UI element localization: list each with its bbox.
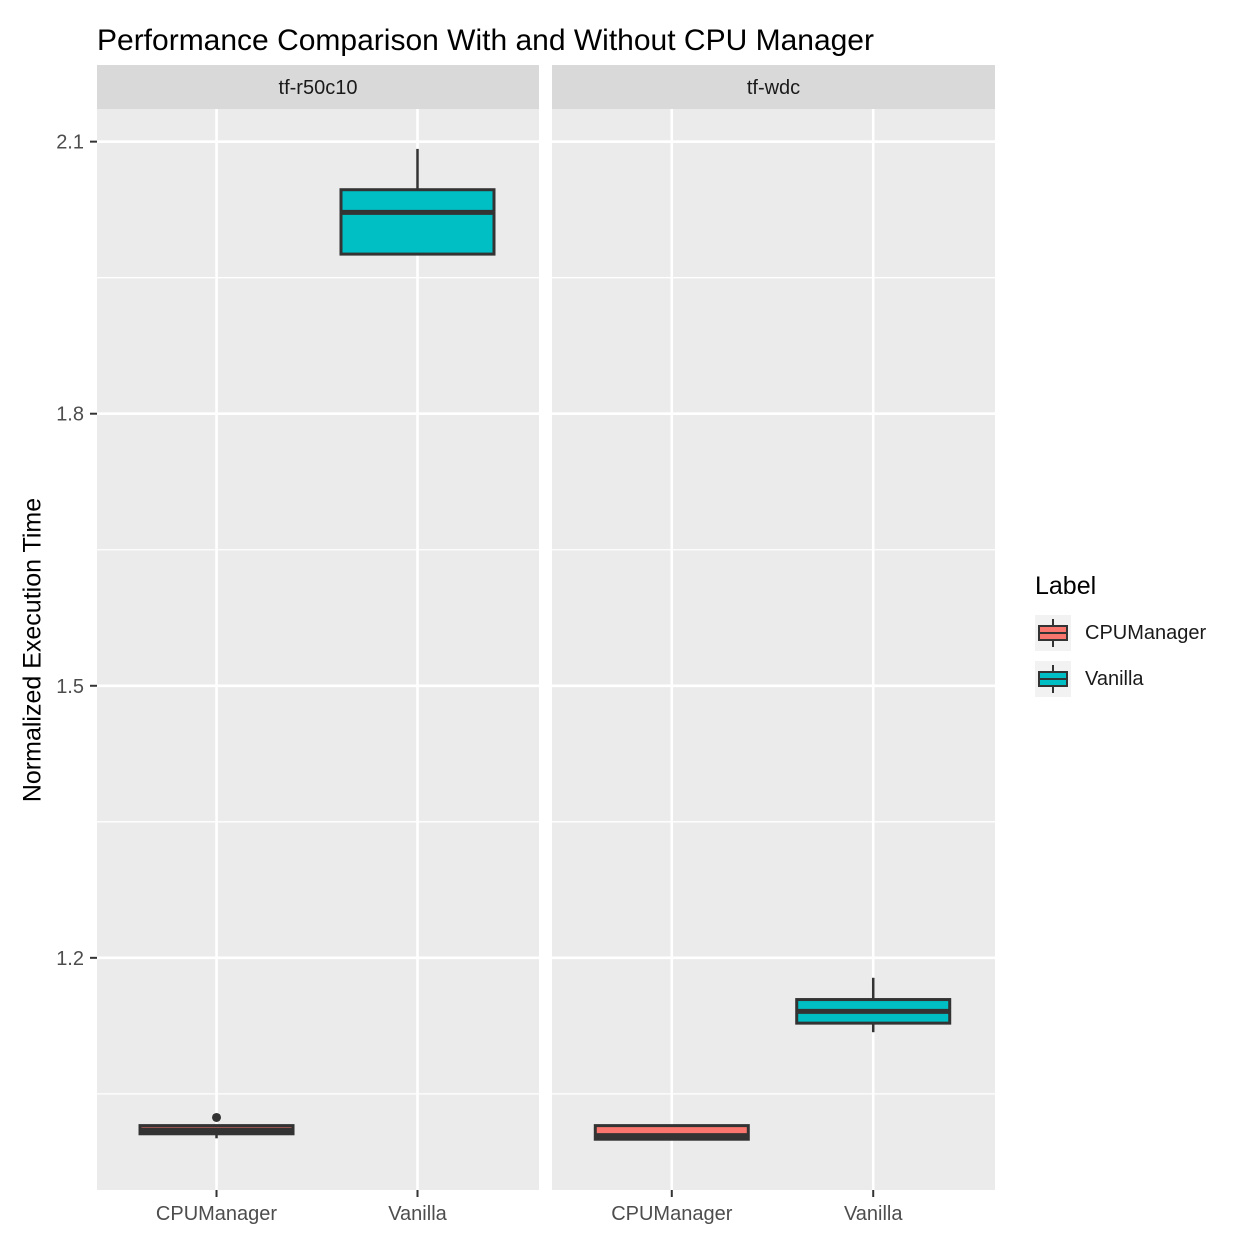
legend-entry: CPUManager [1035,615,1206,651]
y-tick-label: 2.1 [56,132,84,154]
panel-background [97,109,539,1190]
legend-entries: CPUManager Vanilla [1035,615,1206,697]
y-tick-label: 1.5 [56,676,84,698]
y-axis-title: Normalized Execution Time [18,497,47,803]
x-tick-label: Vanilla [388,1203,447,1225]
facet-strip [552,65,995,109]
legend-key-boxplot-icon [1035,661,1071,697]
legend-entry-label: Vanilla [1085,667,1144,690]
y-tick-label: 1.8 [56,404,84,426]
legend-entry-label: CPUManager [1085,621,1207,644]
outlier-point [212,1112,222,1122]
y-tick-label: 1.2 [56,948,84,970]
facet-strip [97,65,539,109]
boxplot-box [339,188,496,256]
legend-entry: Vanilla [1035,661,1206,697]
x-tick-label: CPUManager [156,1203,278,1225]
legend: Label CPUManager Vanilla [1035,572,1206,707]
facet-strip-label: tf-wdc [747,77,800,99]
x-tick-label: CPUManager [611,1203,733,1225]
chart-title: Performance Comparison With and Without … [97,24,874,57]
panel-background [552,109,995,1190]
legend-key-boxplot-icon [1035,615,1071,651]
legend-title: Label [1035,572,1097,600]
x-tick-label: Vanilla [844,1203,903,1225]
facet-strip-label: tf-r50c10 [279,77,358,99]
